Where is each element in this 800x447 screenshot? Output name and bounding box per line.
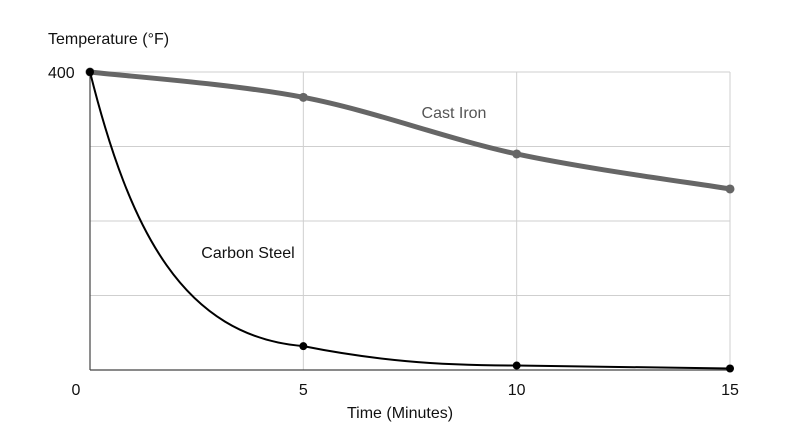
gridlines <box>90 71 731 370</box>
data-point-carbon-steel <box>86 68 94 76</box>
x-tick-label: 15 <box>721 382 739 399</box>
data-point-cast-iron <box>298 92 308 102</box>
series-line-cast-iron <box>87 69 733 192</box>
series-line-carbon-steel <box>89 71 731 370</box>
y-tick-label: 400 <box>48 65 75 82</box>
x-tick-label: 0 <box>72 382 81 399</box>
x-axis-title: Time (Minutes) <box>347 405 453 422</box>
series-layer <box>85 67 735 373</box>
axes <box>89 72 730 371</box>
series-label-carbon-steel: Carbon Steel <box>201 245 294 262</box>
x-tick-label: 10 <box>508 382 526 399</box>
data-point-carbon-steel <box>726 364 734 373</box>
series-label-cast-iron: Cast Iron <box>422 105 487 122</box>
data-point-cast-iron <box>725 184 735 194</box>
data-point-carbon-steel <box>299 342 308 351</box>
data-point-carbon-steel <box>512 361 521 370</box>
x-tick-label: 5 <box>299 382 308 399</box>
data-point-cast-iron <box>512 149 522 159</box>
y-axis-title: Temperature (°F) <box>48 31 169 48</box>
labels-layer: Temperature (°F) Time (Minutes) Cast Iro… <box>48 31 739 422</box>
